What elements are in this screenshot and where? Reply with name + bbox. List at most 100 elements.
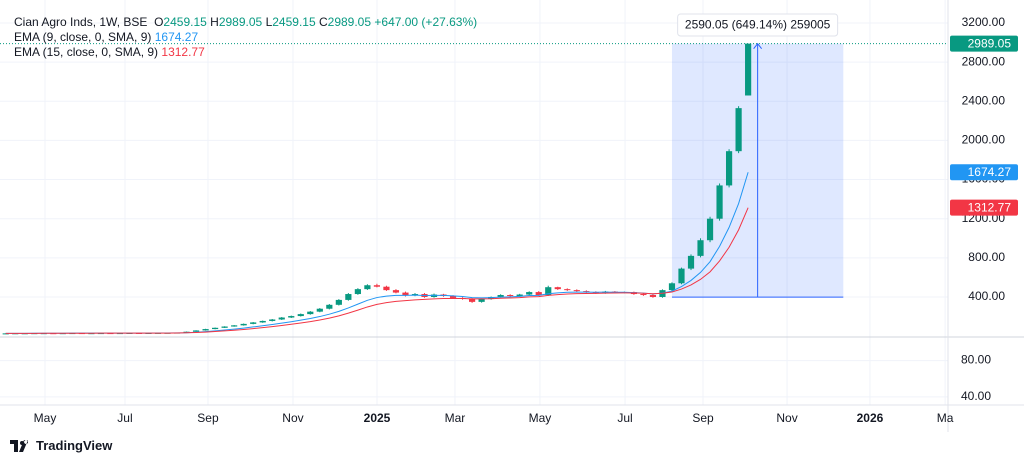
price-tag bbox=[950, 199, 1018, 216]
candle-body bbox=[269, 319, 276, 321]
candle-body bbox=[354, 289, 361, 295]
price-tag bbox=[950, 164, 1018, 181]
candle-body bbox=[554, 287, 561, 290]
price-tag bbox=[950, 35, 1018, 52]
candle-body bbox=[345, 294, 352, 300]
x-tick-label: Nov bbox=[282, 411, 303, 425]
x-tick-label: 2025 bbox=[364, 411, 391, 425]
candle-body bbox=[373, 285, 381, 287]
x-tick-label: Ma bbox=[937, 411, 954, 425]
ohlc-letter: O bbox=[154, 15, 164, 29]
legend-row: EMA (9, close, 0, SMA, 9) 1674.27 bbox=[14, 30, 477, 45]
candle-body bbox=[516, 294, 523, 297]
candle-body bbox=[564, 289, 571, 291]
y-tick-label: 80.00 bbox=[961, 353, 991, 367]
candle-body bbox=[335, 299, 342, 305]
ohlc-value: 2459.15 bbox=[163, 15, 207, 29]
candle-body bbox=[697, 240, 704, 256]
symbol-title: Cian Agro Inds, 1W, BSE bbox=[14, 15, 148, 29]
ohlc-letter: L bbox=[265, 15, 273, 29]
candle-body bbox=[297, 314, 304, 317]
legend-entry: EMA (15, close, 0, SMA, 9) bbox=[14, 45, 159, 59]
legend-value: 1674.27 bbox=[154, 30, 199, 44]
candle-body bbox=[678, 268, 685, 284]
candle-body bbox=[364, 285, 371, 290]
candle-body bbox=[392, 290, 400, 293]
candle-body bbox=[383, 286, 390, 291]
candle-body bbox=[526, 292, 533, 295]
change-label: +647.00 (+27.63%) bbox=[374, 15, 478, 29]
legend-row: EMA (15, close, 0, SMA, 9) 1312.77 bbox=[14, 45, 477, 60]
candle-body bbox=[240, 323, 247, 326]
y-tick-label: 2800.00 bbox=[962, 54, 1006, 68]
legend-row: Cian Agro Inds, 1W, BSE O2459.15 H2989.0… bbox=[14, 15, 477, 30]
legend-value: 1312.77 bbox=[161, 45, 205, 59]
ohlc-letter: H bbox=[210, 15, 219, 29]
candle-body bbox=[687, 255, 695, 269]
candle-body bbox=[212, 327, 219, 330]
candle-body bbox=[449, 296, 457, 298]
price-tag-label: 2989.05 bbox=[968, 36, 1012, 50]
candle-body bbox=[507, 295, 514, 297]
y-tick-label: 3200.00 bbox=[962, 15, 1006, 29]
candle-body bbox=[649, 295, 657, 297]
brand-logo bbox=[10, 439, 29, 452]
candle-body bbox=[716, 185, 723, 219]
candle-body bbox=[725, 151, 733, 186]
x-tick-label: May bbox=[34, 411, 57, 425]
ohlc-value: 2459.15 bbox=[272, 15, 316, 29]
ohlc-value: 2989.05 bbox=[218, 15, 263, 29]
legend: Cian Agro Inds, 1W, BSE O2459.15 H2989.0… bbox=[14, 15, 477, 60]
measure-arrowhead bbox=[753, 42, 763, 49]
x-tick-label: Mar bbox=[445, 411, 466, 425]
measure-label-box bbox=[677, 13, 839, 37]
price-tag-label: 1674.27 bbox=[968, 165, 1012, 179]
candle-body bbox=[259, 320, 266, 323]
candle-body bbox=[192, 330, 200, 332]
x-tick-label: 2026 bbox=[857, 411, 884, 425]
y-tick-label: 2400.00 bbox=[962, 93, 1006, 107]
candle-body bbox=[316, 308, 323, 312]
ohlc-letter: C bbox=[318, 15, 328, 29]
candle-body bbox=[668, 283, 676, 291]
x-tick-label: Sep bbox=[197, 411, 219, 425]
measure-label: 2590.05 (649.14%) 259005 bbox=[677, 13, 839, 37]
x-tick-label: Jul bbox=[617, 411, 632, 425]
candle-body bbox=[745, 43, 752, 96]
x-tick-label: Sep bbox=[692, 411, 714, 425]
candle-body bbox=[402, 292, 409, 296]
candle-body bbox=[735, 108, 742, 152]
brand-name: TradingView bbox=[36, 438, 113, 453]
candle-body bbox=[231, 325, 238, 327]
brand: TradingView bbox=[10, 438, 112, 453]
candle-body bbox=[640, 294, 647, 296]
y-tick-label: 2000.00 bbox=[962, 133, 1006, 147]
price-tag-label: 1312.77 bbox=[968, 200, 1012, 214]
candle-body bbox=[478, 298, 485, 302]
candle-body bbox=[326, 304, 333, 309]
candle-body bbox=[307, 311, 314, 315]
y-tick-label: 800.00 bbox=[968, 250, 1005, 264]
legend-entry: EMA (9, close, 0, SMA, 9) bbox=[14, 30, 152, 44]
y-tick-label: 400.00 bbox=[968, 289, 1005, 303]
candle-body bbox=[497, 295, 504, 297]
candle-body bbox=[706, 218, 714, 241]
x-tick-label: May bbox=[529, 411, 552, 425]
candle-body bbox=[469, 298, 476, 302]
candle-body bbox=[573, 290, 580, 292]
x-tick-label: Nov bbox=[776, 411, 797, 425]
candle-body bbox=[278, 317, 285, 320]
x-tick-label: Jul bbox=[117, 411, 132, 425]
measure-label-text: 2590.05 (649.14%) 259005 bbox=[685, 18, 831, 32]
candle-body bbox=[535, 292, 542, 296]
candle-body bbox=[221, 326, 228, 328]
y-tick-label: 40.00 bbox=[961, 389, 991, 403]
candle-body bbox=[250, 322, 257, 324]
ohlc-value: 2989.05 bbox=[327, 15, 372, 29]
candle-body bbox=[288, 316, 295, 318]
candle-body bbox=[202, 329, 209, 331]
candle-body bbox=[545, 287, 552, 296]
ema-line bbox=[5, 207, 749, 334]
